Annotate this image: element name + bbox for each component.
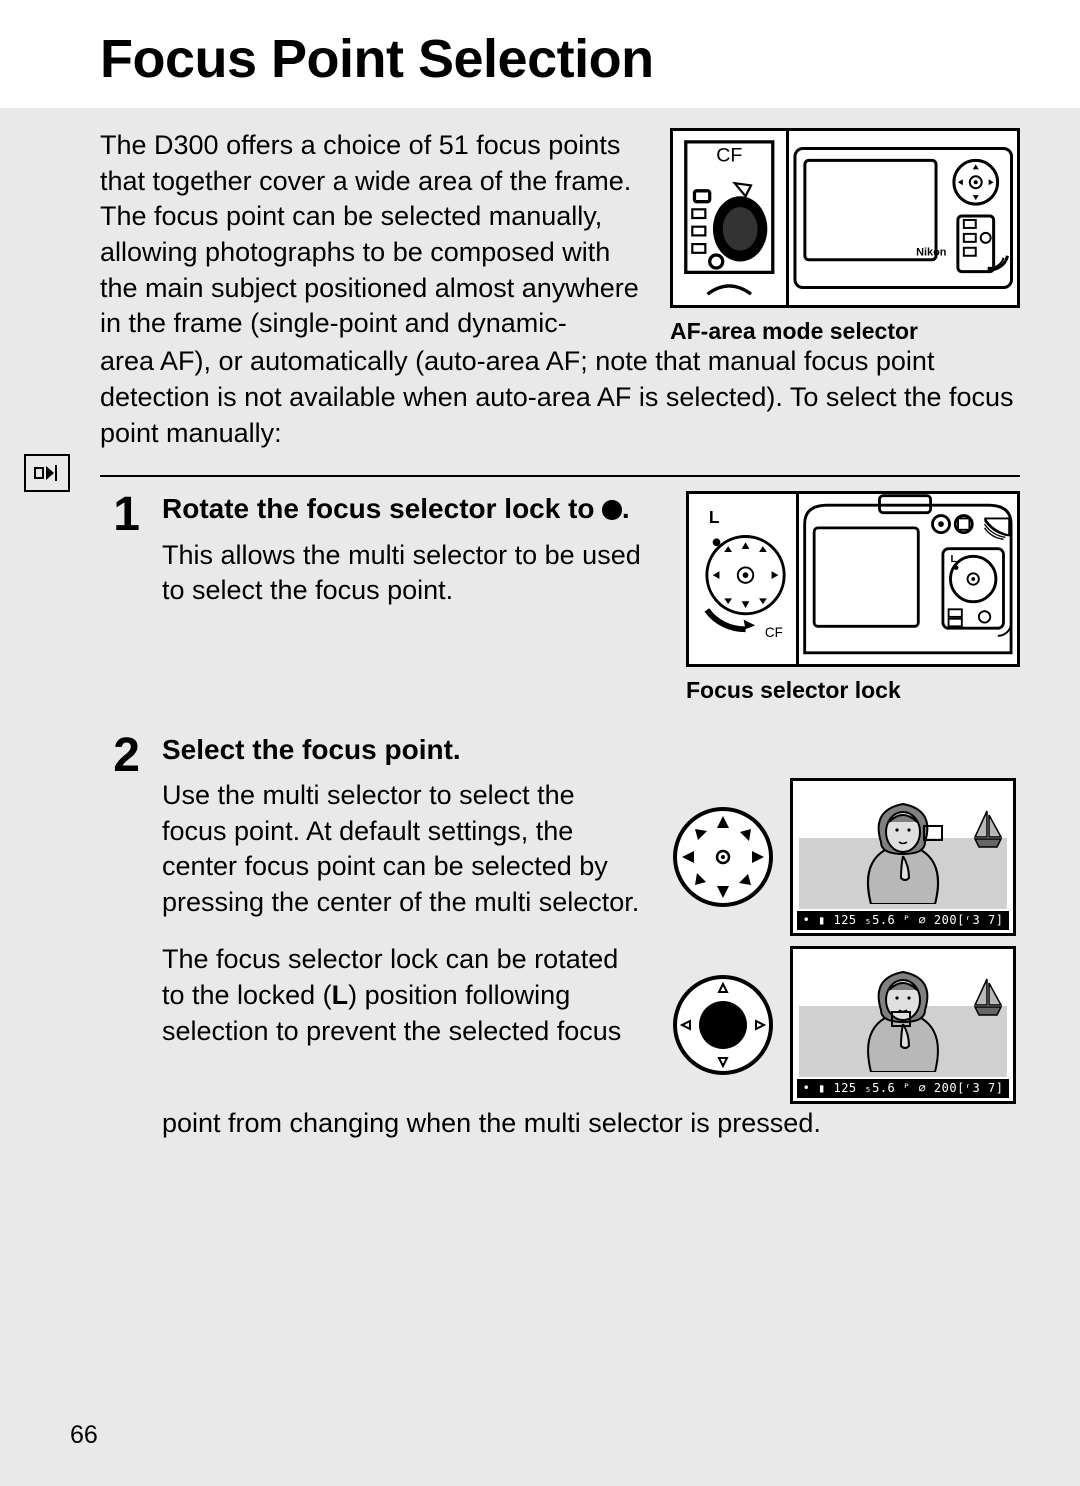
page-header: Focus Point Selection bbox=[0, 0, 1080, 108]
svg-text:CF: CF bbox=[716, 144, 742, 166]
step-2-body-2-narrow: The focus selector lock can be rotated t… bbox=[162, 942, 646, 1049]
step-1: 1 Rotate the focus selector lock to . Th… bbox=[100, 491, 1020, 705]
viewfinder-2-bar: • ▮ 125 ₅5.6 ᴾ ⌀ 200[ʳ3 7] bbox=[797, 1079, 1009, 1098]
step-2-number: 2 bbox=[100, 732, 140, 1142]
person-icon bbox=[853, 796, 953, 904]
dot-icon bbox=[602, 500, 622, 520]
camera-back-lock-icon: L bbox=[799, 494, 1017, 664]
focus-lock-closeup-icon: L CF bbox=[689, 494, 796, 664]
step-1-title-post: . bbox=[622, 493, 630, 524]
step-1-body: This allows the multi selector to be use… bbox=[162, 538, 662, 609]
multi-selector-locked-icon bbox=[670, 972, 776, 1078]
sailboat-icon bbox=[973, 977, 1003, 1017]
focus-point-marker bbox=[923, 825, 943, 841]
sailboat-icon bbox=[973, 809, 1003, 849]
step-2-figures: • ▮ 125 ₅5.6 ᴾ ⌀ 200[ʳ3 7] bbox=[670, 778, 1020, 1104]
viewfinder-1: • ▮ 125 ₅5.6 ᴾ ⌀ 200[ʳ3 7] bbox=[790, 778, 1016, 936]
intro-text-rest: area AF), or automatically (auto-area AF… bbox=[100, 344, 1020, 451]
af-selector-closeup-icon: CF bbox=[673, 131, 786, 305]
step-2-title: Select the focus point. bbox=[162, 732, 1020, 768]
camera-back-icon: Nikon bbox=[789, 131, 1017, 305]
svg-text:CF: CF bbox=[765, 625, 783, 640]
svg-text:L: L bbox=[709, 507, 720, 527]
step-1-title-pre: Rotate the focus selector lock to bbox=[162, 493, 602, 524]
step-1-figure: L CF bbox=[686, 491, 1020, 705]
step-1-title: Rotate the focus selector lock to . bbox=[162, 491, 662, 527]
step-2: 2 Select the focus point. Use the multi … bbox=[100, 732, 1020, 1142]
svg-text:Nikon: Nikon bbox=[916, 247, 946, 259]
intro-text-start: The D300 offers a choice of 51 focus poi… bbox=[100, 128, 646, 346]
divider bbox=[100, 475, 1020, 477]
step-2-body-2-rest: point from changing when the multi selec… bbox=[162, 1106, 1020, 1142]
step-2-body2-bold: L bbox=[332, 980, 349, 1010]
svg-text:L: L bbox=[951, 554, 958, 565]
af-area-figure: CF bbox=[670, 128, 1020, 346]
focus-point-marker bbox=[891, 1011, 911, 1027]
viewfinder-2: • ▮ 125 ₅5.6 ᴾ ⌀ 200[ʳ3 7] bbox=[790, 946, 1016, 1104]
step-1-number: 1 bbox=[100, 491, 140, 705]
step-1-caption: Focus selector lock bbox=[686, 675, 1020, 705]
page-number: 66 bbox=[70, 1421, 98, 1450]
af-area-caption: AF-area mode selector bbox=[670, 316, 1020, 346]
step-2-body-1: Use the multi selector to select the foc… bbox=[162, 778, 646, 921]
viewfinder-1-bar: • ▮ 125 ₅5.6 ᴾ ⌀ 200[ʳ3 7] bbox=[797, 911, 1009, 930]
multi-selector-arrows-icon bbox=[670, 804, 776, 910]
page-title: Focus Point Selection bbox=[100, 28, 1020, 90]
